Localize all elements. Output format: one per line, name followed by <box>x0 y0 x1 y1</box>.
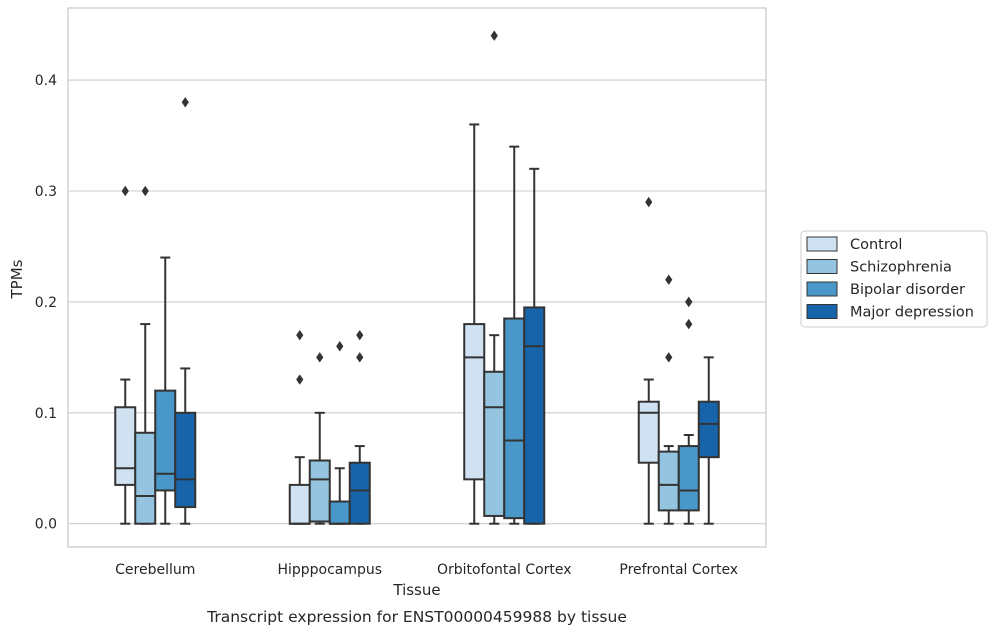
box-group <box>114 185 137 525</box>
outlier-point <box>296 374 304 385</box>
y-tick-labels: 0.0 0.1 0.2 0.3 0.4 <box>35 73 57 533</box>
y-tick-label: 0.1 <box>35 406 57 422</box>
x-tick-label: Orbitofontal Cortex <box>437 562 572 578</box>
box-group <box>308 352 331 525</box>
legend-label: Major depression <box>850 305 974 321</box>
iqr-box <box>308 459 331 523</box>
outlier-point <box>685 296 693 308</box>
iqr-box <box>463 323 486 481</box>
iqr-box <box>154 389 177 492</box>
outlier-point <box>336 341 344 352</box>
y-tick-label: 0.3 <box>35 184 57 200</box>
box-group <box>677 296 700 525</box>
outlier-point <box>645 196 653 208</box>
outlier-point <box>356 329 364 341</box>
x-tick-label: Hipppocampus <box>277 562 382 578</box>
outlier-point <box>490 30 498 41</box>
legend: Control Schizophrenia Bipolar disorder Majo… <box>800 230 988 328</box>
outlier-point <box>685 318 693 330</box>
y-tick-label: 0.0 <box>35 517 57 533</box>
box-group <box>174 97 197 525</box>
outlier-point <box>316 352 324 363</box>
y-tick-label: 0.4 <box>35 73 57 89</box>
box-group <box>463 123 486 525</box>
iqr-box <box>348 461 371 525</box>
plot-frame <box>67 7 767 548</box>
outlier-point <box>181 97 189 108</box>
chart-caption: Transcript expression for ENST0000045998… <box>206 608 627 626</box>
legend-swatch <box>806 259 838 274</box>
legend-frame <box>800 230 988 328</box>
outlier-point <box>296 329 304 341</box>
iqr-box <box>483 370 506 517</box>
outlier-point <box>665 352 673 363</box>
iqr-box <box>677 445 700 512</box>
iqr-box <box>657 450 680 512</box>
iqr-box <box>523 306 546 525</box>
x-axis-label: Tissue <box>392 581 440 599</box>
box-group <box>134 185 157 525</box>
box-group <box>503 145 526 525</box>
outlier-point <box>141 185 149 197</box>
iqr-box <box>697 400 720 459</box>
legend-label: Schizophrenia <box>850 260 952 276</box>
box-group <box>523 167 546 525</box>
box-group <box>697 356 720 525</box>
y-axis-label: TPMs <box>8 259 26 299</box>
legend-label: Control <box>850 237 902 253</box>
outlier-point <box>121 185 129 197</box>
iqr-box <box>114 406 137 486</box>
iqr-box <box>503 317 526 520</box>
box-group <box>288 329 311 525</box>
x-tick-label: Prefrontal Cortex <box>619 562 738 578</box>
iqr-box <box>174 411 197 509</box>
box-group <box>154 256 177 525</box>
box-group <box>348 329 371 525</box>
legend-label: Bipolar disorder <box>850 282 965 298</box>
box-group <box>657 274 680 525</box>
box-group <box>483 30 506 525</box>
y-tick-label: 0.2 <box>35 295 57 311</box>
x-tick-labels: Cerebellum Hipppocampus Orbitofontal Corte… <box>115 562 738 578</box>
legend-swatch <box>806 236 838 252</box>
legend-swatch <box>806 304 838 319</box>
outlier-point <box>356 352 364 363</box>
iqr-box <box>134 431 157 525</box>
box-series <box>114 30 720 525</box>
box-group <box>637 196 660 525</box>
legend-swatch <box>806 281 838 297</box>
iqr-box <box>288 483 311 525</box>
x-tick-label: Cerebellum <box>115 562 195 578</box>
iqr-box <box>328 500 351 525</box>
outlier-point <box>665 274 673 285</box>
box-group <box>328 341 351 525</box>
iqr-box <box>637 400 660 464</box>
